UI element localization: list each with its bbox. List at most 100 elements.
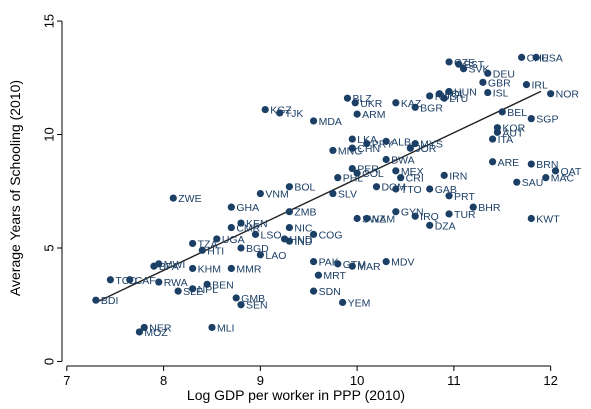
points-layer: CHEUSACZEESTSVKDEUGBRIRLNORPOLISLLTUHUNB… xyxy=(92,52,582,339)
data-point xyxy=(232,294,240,302)
data-point xyxy=(334,174,342,182)
data-point xyxy=(174,287,182,295)
data-point xyxy=(392,208,400,216)
data-point-label: MRT xyxy=(323,270,346,282)
data-point-label: IRQ xyxy=(420,211,439,223)
data-point-label: TUR xyxy=(454,209,476,221)
data-point-label: IRL xyxy=(531,80,548,92)
data-point-label: BOL xyxy=(294,182,315,194)
data-point xyxy=(126,276,134,284)
data-point xyxy=(237,219,245,227)
data-point xyxy=(256,251,264,259)
data-point-label: COG xyxy=(319,229,343,241)
data-point xyxy=(348,135,356,143)
data-point-label: PAK xyxy=(319,257,339,269)
data-point xyxy=(469,203,477,211)
data-point xyxy=(155,278,163,286)
data-point xyxy=(411,103,419,111)
data-point-label: ITA xyxy=(498,134,514,146)
data-point xyxy=(411,140,419,148)
data-point xyxy=(314,271,323,279)
y-tick-label: 10 xyxy=(42,127,57,141)
data-point xyxy=(426,221,434,229)
data-point-label: LTU xyxy=(449,93,468,105)
data-point xyxy=(189,239,197,248)
data-point xyxy=(455,60,463,68)
data-point xyxy=(363,214,371,223)
y-tick-label: 5 xyxy=(42,244,57,251)
data-point-label: AUT xyxy=(502,127,524,139)
data-point xyxy=(213,235,221,243)
data-point xyxy=(532,53,540,61)
data-point-label: MOZ xyxy=(144,327,168,339)
data-point-label: DEU xyxy=(493,68,515,80)
data-point xyxy=(227,264,235,273)
data-point-label: ARM xyxy=(362,109,385,121)
data-point-label: MAR xyxy=(357,261,381,273)
data-point-label: UGA xyxy=(222,234,245,246)
data-point-label: NOR xyxy=(556,89,580,101)
data-point xyxy=(484,69,492,77)
data-point-label: ZWE xyxy=(178,193,201,205)
data-point-label: MMR xyxy=(236,263,261,275)
data-point-label: JOR xyxy=(415,143,436,155)
data-point-label: NAM xyxy=(372,214,395,226)
data-point-label: MNG xyxy=(338,145,363,157)
data-point-label: PRY xyxy=(372,139,393,151)
data-point xyxy=(348,262,356,270)
x-tick-label: 9 xyxy=(257,373,264,388)
data-point xyxy=(237,301,245,309)
data-point xyxy=(479,78,487,86)
data-point xyxy=(445,192,453,200)
data-point-label: COL xyxy=(362,168,384,180)
data-point-label: BGR xyxy=(420,102,443,114)
x-tick-label: 8 xyxy=(160,373,167,388)
data-point-label: NPL xyxy=(198,284,219,296)
data-point xyxy=(522,81,531,89)
data-point xyxy=(397,174,405,182)
data-point xyxy=(169,194,177,202)
data-point-label: ALB xyxy=(391,136,411,148)
data-point xyxy=(353,169,361,177)
data-point-label: ARE xyxy=(498,157,520,169)
data-point xyxy=(256,189,264,198)
data-point xyxy=(343,94,352,102)
data-point xyxy=(309,230,318,238)
data-point xyxy=(353,214,361,223)
data-point-label: ZMB xyxy=(294,207,316,219)
data-point-label: UKR xyxy=(360,98,383,110)
data-point xyxy=(276,109,284,117)
data-point xyxy=(392,185,400,193)
data-point xyxy=(513,178,521,186)
data-point-label: MEX xyxy=(401,166,424,178)
data-point-label: PRT xyxy=(454,191,475,203)
data-point-label: ISL xyxy=(493,88,509,100)
data-point xyxy=(372,183,381,191)
x-tick-label: 11 xyxy=(447,373,461,388)
data-point xyxy=(334,260,342,268)
data-point-label: SAU xyxy=(522,177,544,189)
data-point-label: LAO xyxy=(265,250,286,262)
fit-line-layer xyxy=(95,90,542,304)
data-point xyxy=(445,210,453,218)
data-point-label: SEN xyxy=(246,300,268,312)
data-point-label: LSO xyxy=(261,229,282,241)
data-point-label: NIC xyxy=(294,223,313,235)
data-point-label: KEN xyxy=(246,218,268,230)
data-point-label: YEM xyxy=(348,297,371,309)
data-point xyxy=(203,280,211,288)
data-point-label: MYS xyxy=(420,139,443,151)
data-point xyxy=(189,285,197,293)
data-point xyxy=(227,223,235,232)
data-point xyxy=(392,99,400,107)
y-tick-label: 0 xyxy=(42,358,57,365)
data-point xyxy=(285,183,293,191)
data-point-label: MWI xyxy=(164,259,186,271)
data-point xyxy=(440,94,448,102)
data-point-label: GMB xyxy=(241,293,265,305)
data-point xyxy=(493,128,502,136)
data-point-label: KWT xyxy=(536,214,560,226)
data-point xyxy=(329,146,337,155)
data-point-label: HND xyxy=(290,234,313,246)
data-point-label: MLI xyxy=(217,322,235,334)
